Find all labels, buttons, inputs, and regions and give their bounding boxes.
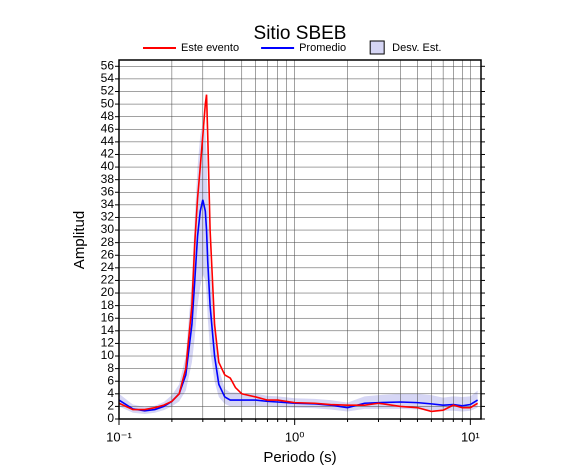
y-tick-label: 54 [101, 71, 115, 85]
y-tick-label: 8 [107, 361, 114, 375]
y-tick-label: 18 [101, 298, 115, 312]
y-tick-label: 14 [101, 323, 115, 337]
series-line [118, 94, 479, 413]
legend-label: Promedio [299, 42, 346, 54]
y-tick-label: 44 [101, 134, 115, 148]
x-tick-label: 10¹ [461, 429, 480, 444]
y-tick-label: 4 [107, 386, 114, 400]
y-tick-label: 28 [101, 235, 115, 249]
x-tick-label: 10⁻¹ [106, 429, 132, 444]
y-tick-label: 20 [101, 285, 115, 299]
y-tick-label: 40 [101, 159, 115, 173]
y-tick-label: 56 [101, 58, 115, 72]
legend-label: Este evento [181, 42, 239, 54]
y-tick-label: 16 [101, 310, 115, 324]
y-tick-label: 36 [101, 184, 115, 198]
y-tick-label: 24 [101, 260, 115, 274]
x-axis-label: Periodo (s) [263, 449, 336, 466]
legend-label: Desv. Est. [392, 42, 441, 54]
chart-title: Sitio SBEB [254, 23, 347, 44]
y-tick-label: 50 [101, 96, 115, 110]
y-tick-label: 0 [107, 411, 114, 425]
y-tick-label: 30 [101, 222, 115, 236]
y-tick-label: 12 [101, 336, 115, 350]
x-tick-label: 10⁰ [285, 429, 305, 444]
y-tick-label: 38 [101, 172, 115, 186]
y-tick-label: 26 [101, 247, 115, 261]
y-tick-label: 46 [101, 121, 115, 135]
legend-swatch [369, 40, 385, 55]
y-tick-label: 2 [107, 399, 114, 413]
y-axis-label: Amplitud [71, 211, 88, 269]
y-tick-label: 10 [101, 348, 115, 362]
y-tick-label: 34 [101, 197, 115, 211]
y-tick-label: 32 [101, 210, 115, 224]
y-tick-label: 52 [101, 84, 115, 98]
y-tick-label: 42 [101, 147, 115, 161]
y-tick-label: 48 [101, 109, 115, 123]
y-tick-label: 22 [101, 273, 115, 287]
plot-frame [118, 59, 482, 420]
std-band [119, 122, 478, 414]
y-tick-label: 6 [107, 373, 114, 387]
series-line [118, 199, 479, 412]
